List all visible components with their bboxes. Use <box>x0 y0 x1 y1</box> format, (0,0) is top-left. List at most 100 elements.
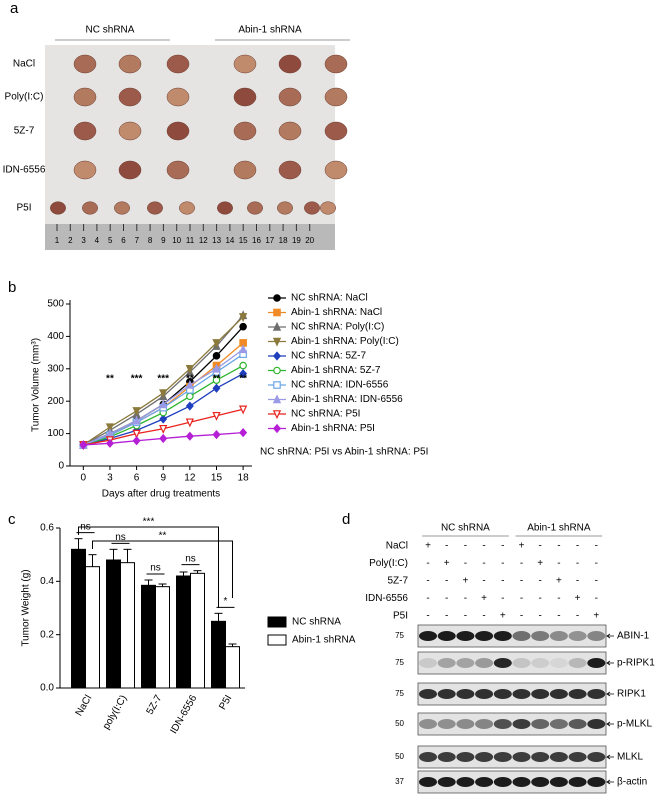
y-tick-label: 0 <box>58 461 64 472</box>
mw-label: 75 <box>395 658 404 667</box>
protein-label: RIPK1 <box>617 689 646 700</box>
ruler-number: 7 <box>135 236 140 245</box>
legend-label: NC shRNA: IDN-6556 <box>291 380 389 391</box>
treatment-sign: + <box>444 558 450 569</box>
band <box>549 658 568 668</box>
treatment-sign: + <box>593 611 599 622</box>
band <box>549 777 568 787</box>
treatment-sign: - <box>520 611 523 622</box>
marker <box>186 392 194 401</box>
marker <box>105 423 115 433</box>
mw-label: 50 <box>395 719 404 728</box>
tumor <box>118 54 142 74</box>
tumor <box>73 160 97 180</box>
treatment-sign: - <box>501 593 504 604</box>
treatment-sign: - <box>426 611 429 622</box>
marker <box>238 313 248 323</box>
x-axis-title: Days after drug treatments <box>102 489 220 500</box>
band <box>568 631 587 641</box>
row-label: P5I <box>16 203 31 214</box>
treatment-sign: - <box>445 611 448 622</box>
band <box>512 658 531 668</box>
band <box>587 658 606 668</box>
band <box>437 631 456 641</box>
band <box>587 752 606 762</box>
tumor <box>118 87 142 107</box>
band <box>549 631 568 641</box>
blot-strip <box>417 624 607 648</box>
band <box>493 689 512 699</box>
bar <box>106 559 121 689</box>
band <box>531 689 550 699</box>
treatment-sign: + <box>575 593 581 604</box>
protein-label: p-RIPK1 <box>617 658 655 669</box>
marker <box>132 407 141 417</box>
treatment-sign: - <box>482 576 485 587</box>
tumor <box>73 54 97 74</box>
marker <box>273 308 281 317</box>
band <box>475 658 494 668</box>
ruler-number: 14 <box>225 236 234 245</box>
bar <box>71 548 86 689</box>
marker <box>132 436 141 446</box>
marker <box>272 337 282 347</box>
tumor <box>324 87 348 107</box>
tumor <box>166 121 190 141</box>
treatment-sign: - <box>426 593 429 604</box>
y-tick-label: 500 <box>47 299 64 310</box>
y-tick-label: 0.4 <box>40 576 54 587</box>
legend-label: NC shRNA: Poly(I:C) <box>291 322 384 333</box>
tumor <box>217 201 233 215</box>
blot-strip <box>417 651 607 675</box>
tumor <box>278 87 302 107</box>
panel-label: a <box>10 0 19 17</box>
bracket <box>92 540 233 598</box>
treatment-sign: + <box>519 541 525 552</box>
marker <box>159 389 168 399</box>
legend-label: Abin-1 shRNA: P5I <box>291 423 375 434</box>
protein-label: β-actin <box>617 777 647 788</box>
marker <box>185 431 194 441</box>
panel-label: c <box>8 511 16 528</box>
blot-strip <box>417 770 607 794</box>
test-label: ns <box>115 532 126 543</box>
arrow <box>606 691 614 697</box>
treatment-label: NaCl <box>386 541 408 552</box>
comparison: NC shRNA: P5I vs Abin-1 shRNA: P5I <box>260 447 428 458</box>
band <box>456 752 475 762</box>
marker <box>239 361 247 370</box>
marker <box>159 414 168 424</box>
significance: *** <box>131 374 143 385</box>
marker <box>185 379 194 389</box>
y-tick-label: 200 <box>47 396 64 407</box>
tumor <box>233 54 257 74</box>
treatment-sign: - <box>482 541 485 552</box>
tumor <box>278 160 302 180</box>
blot-strip <box>417 712 607 736</box>
band <box>568 658 587 668</box>
arrow <box>606 779 614 785</box>
band <box>587 689 606 699</box>
treatment-sign: - <box>576 576 579 587</box>
band <box>587 777 606 787</box>
treatment-sign: - <box>445 541 448 552</box>
treatment-sign: - <box>445 576 448 587</box>
tumor <box>233 121 257 141</box>
band <box>531 631 550 641</box>
treatment-sign: - <box>539 611 542 622</box>
tumor <box>50 201 66 215</box>
treatment-sign: - <box>557 593 560 604</box>
band <box>549 719 568 729</box>
marker <box>185 418 194 428</box>
tumor <box>114 201 130 215</box>
y-axis-title: Tumor Volume (mm³) <box>31 338 42 432</box>
ruler-number: 12 <box>199 236 208 245</box>
protein-label: ABIN-1 <box>617 631 650 642</box>
band <box>493 777 512 787</box>
marker <box>273 351 281 361</box>
x-tick-label: 0 <box>81 473 87 484</box>
tumor <box>233 87 257 107</box>
band <box>475 777 494 787</box>
marker <box>159 424 168 434</box>
treatment-sign: - <box>482 611 485 622</box>
